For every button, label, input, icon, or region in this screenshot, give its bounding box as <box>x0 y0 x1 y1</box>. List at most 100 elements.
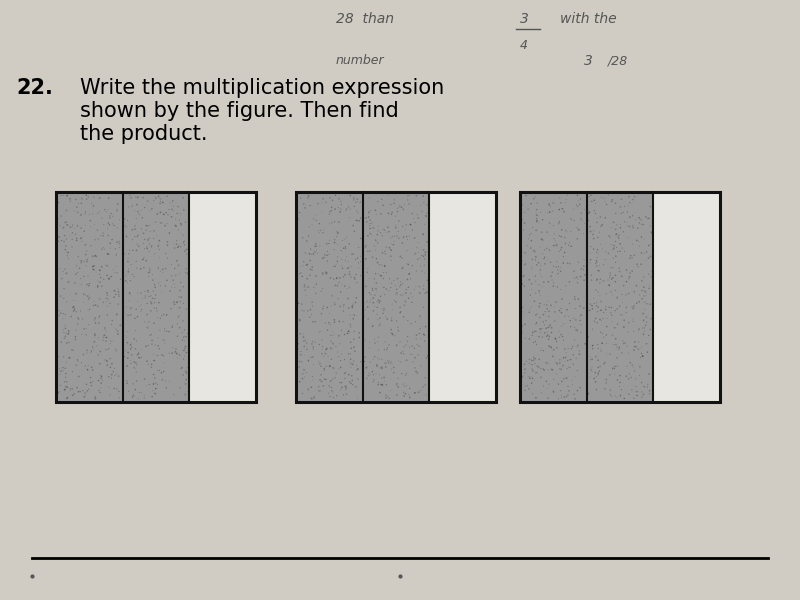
Point <box>338 235 351 244</box>
Point <box>525 236 538 245</box>
Point <box>374 319 386 329</box>
Point <box>93 294 106 304</box>
Point <box>375 364 388 373</box>
Point <box>319 319 332 328</box>
Point <box>574 301 586 311</box>
Point <box>543 207 556 217</box>
Point <box>84 216 97 226</box>
Point <box>639 212 652 222</box>
Point <box>123 287 136 297</box>
Point <box>633 324 646 334</box>
Point <box>354 233 367 243</box>
Point <box>537 382 550 391</box>
Point <box>421 275 434 285</box>
Point <box>561 190 574 200</box>
Point <box>348 227 361 236</box>
Point <box>173 303 186 313</box>
Point <box>642 369 655 379</box>
Point <box>93 207 106 217</box>
Point <box>165 260 178 269</box>
Point <box>118 214 131 224</box>
Point <box>291 380 304 390</box>
Point <box>354 214 367 223</box>
Point <box>635 215 648 225</box>
Point <box>592 355 605 365</box>
Point <box>575 320 588 329</box>
Point <box>344 362 357 372</box>
Point <box>178 237 190 247</box>
Point <box>534 269 546 278</box>
Point <box>302 355 314 365</box>
Point <box>522 205 534 214</box>
Point <box>161 253 174 263</box>
Point <box>323 362 336 371</box>
Point <box>316 283 329 293</box>
Point <box>533 362 546 372</box>
Point <box>418 254 431 264</box>
Point <box>335 326 348 335</box>
Point <box>178 238 190 248</box>
Point <box>527 338 540 347</box>
Point <box>595 338 608 348</box>
Point <box>394 280 407 290</box>
Point <box>130 376 143 386</box>
Point <box>404 220 417 229</box>
Point <box>399 297 412 307</box>
Point <box>526 371 538 381</box>
Point <box>66 391 79 400</box>
Point <box>530 208 542 218</box>
Point <box>635 220 648 229</box>
Point <box>540 323 553 333</box>
Point <box>616 298 629 308</box>
Point <box>550 262 563 272</box>
Point <box>573 346 586 356</box>
Point <box>402 316 414 325</box>
Point <box>132 349 145 359</box>
Point <box>520 356 533 366</box>
Point <box>410 266 422 276</box>
Point <box>534 328 546 337</box>
Point <box>148 303 161 313</box>
Point <box>606 364 619 374</box>
Point <box>173 292 186 302</box>
Point <box>402 332 414 341</box>
Point <box>585 275 598 285</box>
Point <box>311 248 324 258</box>
Point <box>397 262 410 272</box>
Point <box>409 353 422 362</box>
Point <box>537 346 550 355</box>
Point <box>549 334 562 343</box>
Point <box>89 331 102 340</box>
Point <box>71 355 84 364</box>
Point <box>618 202 631 211</box>
Point <box>603 272 616 282</box>
Point <box>75 358 88 368</box>
Point <box>390 232 403 241</box>
Point <box>534 265 546 275</box>
Point <box>626 360 638 370</box>
Point <box>182 269 194 278</box>
Point <box>640 317 653 327</box>
Point <box>638 315 650 325</box>
Point <box>618 217 631 227</box>
Point <box>518 334 531 343</box>
Point <box>635 276 648 286</box>
Point <box>566 341 579 351</box>
Point <box>597 260 610 269</box>
Point <box>138 287 151 296</box>
Point <box>589 368 602 377</box>
Point <box>106 265 119 275</box>
Point <box>590 257 603 267</box>
Point <box>324 207 337 217</box>
Point <box>578 205 591 214</box>
Point <box>550 334 562 344</box>
Point <box>180 250 193 259</box>
Point <box>180 304 193 314</box>
Point <box>71 268 84 277</box>
Point <box>622 349 635 358</box>
Point <box>334 363 347 373</box>
Point <box>394 302 406 312</box>
Point <box>386 316 398 325</box>
Point <box>518 386 531 395</box>
Point <box>586 301 598 311</box>
